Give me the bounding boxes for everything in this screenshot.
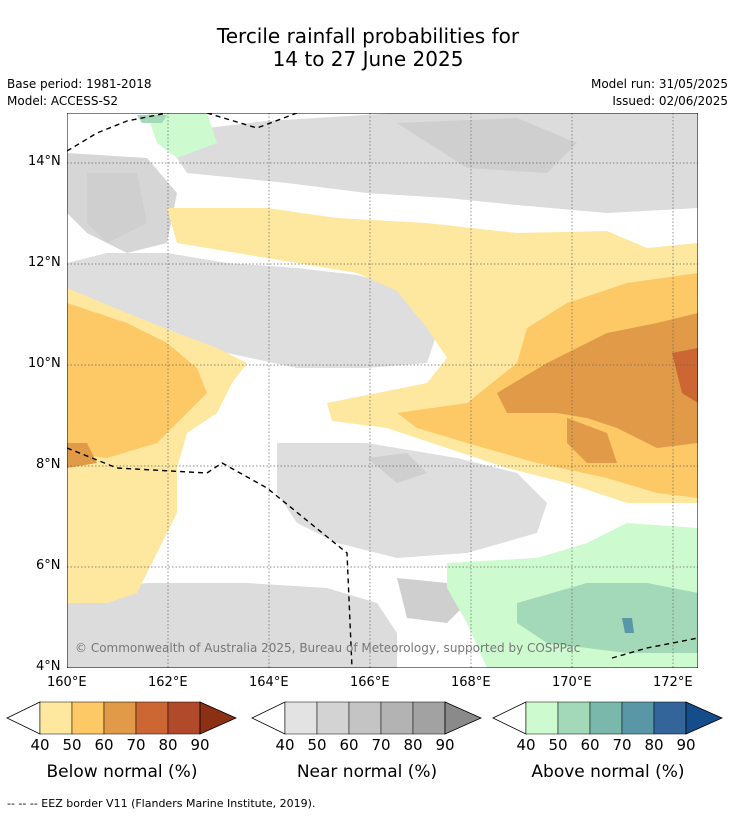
lat-tick: 4°N bbox=[36, 659, 61, 674]
lat-tick: 10°N bbox=[28, 356, 61, 371]
colorbar-label-below: Below normal (%) bbox=[46, 762, 198, 782]
copyright-notice: © Commonwealth of Australia 2025, Bureau… bbox=[75, 641, 581, 655]
model-name: Model: ACCESS-S2 bbox=[7, 94, 119, 108]
colorbar-near-normal bbox=[251, 701, 482, 735]
lon-tick: 168°E bbox=[451, 675, 491, 690]
colorbar-label-above: Above normal (%) bbox=[531, 762, 685, 782]
colorbar-tick: 40 bbox=[275, 736, 295, 754]
lon-tick: 162°E bbox=[148, 675, 188, 690]
lat-tick: 6°N bbox=[36, 558, 61, 573]
colorbar-below-normal bbox=[6, 701, 237, 735]
lon-tick: 160°E bbox=[47, 675, 87, 690]
colorbar-tick: 60 bbox=[339, 736, 359, 754]
base-period: Base period: 1981-2018 bbox=[7, 77, 152, 91]
colorbar-tick: 80 bbox=[403, 736, 423, 754]
colorbar-tick: 50 bbox=[307, 736, 327, 754]
colorbar-tick: 70 bbox=[612, 736, 632, 754]
eez-footer-note: -- -- -- EEZ border V11 (Flanders Marine… bbox=[7, 797, 316, 810]
colorbar-tick: 70 bbox=[371, 736, 391, 754]
lon-tick: 164°E bbox=[249, 675, 289, 690]
lon-tick: 170°E bbox=[552, 675, 592, 690]
lat-tick: 14°N bbox=[28, 154, 61, 169]
lon-tick: 172°E bbox=[653, 675, 693, 690]
lat-tick: 8°N bbox=[36, 457, 61, 472]
colorbar-tick: 90 bbox=[190, 736, 210, 754]
colorbar-tick: 50 bbox=[62, 736, 82, 754]
colorbar-above-normal bbox=[492, 701, 723, 735]
colorbar-tick: 50 bbox=[548, 736, 568, 754]
colorbar-tick: 70 bbox=[126, 736, 146, 754]
lat-tick: 12°N bbox=[28, 255, 61, 270]
model-run: Model run: 31/05/2025 bbox=[590, 77, 728, 91]
lon-tick: 166°E bbox=[350, 675, 390, 690]
colorbar-label-near: Near normal (%) bbox=[296, 762, 438, 782]
issued-date: Issued: 02/06/2025 bbox=[612, 94, 728, 108]
colorbar-tick: 40 bbox=[30, 736, 50, 754]
title-line-1: Tercile rainfall probabilities for bbox=[216, 24, 520, 48]
colorbar-tick: 90 bbox=[435, 736, 455, 754]
colorbar-tick: 40 bbox=[516, 736, 536, 754]
colorbar-tick: 80 bbox=[158, 736, 178, 754]
rainfall-map bbox=[67, 113, 698, 668]
colorbar-tick: 80 bbox=[644, 736, 664, 754]
title-line-2: 14 to 27 June 2025 bbox=[272, 47, 464, 71]
colorbar-tick: 60 bbox=[580, 736, 600, 754]
colorbar-tick: 90 bbox=[676, 736, 696, 754]
colorbar-tick: 60 bbox=[94, 736, 114, 754]
